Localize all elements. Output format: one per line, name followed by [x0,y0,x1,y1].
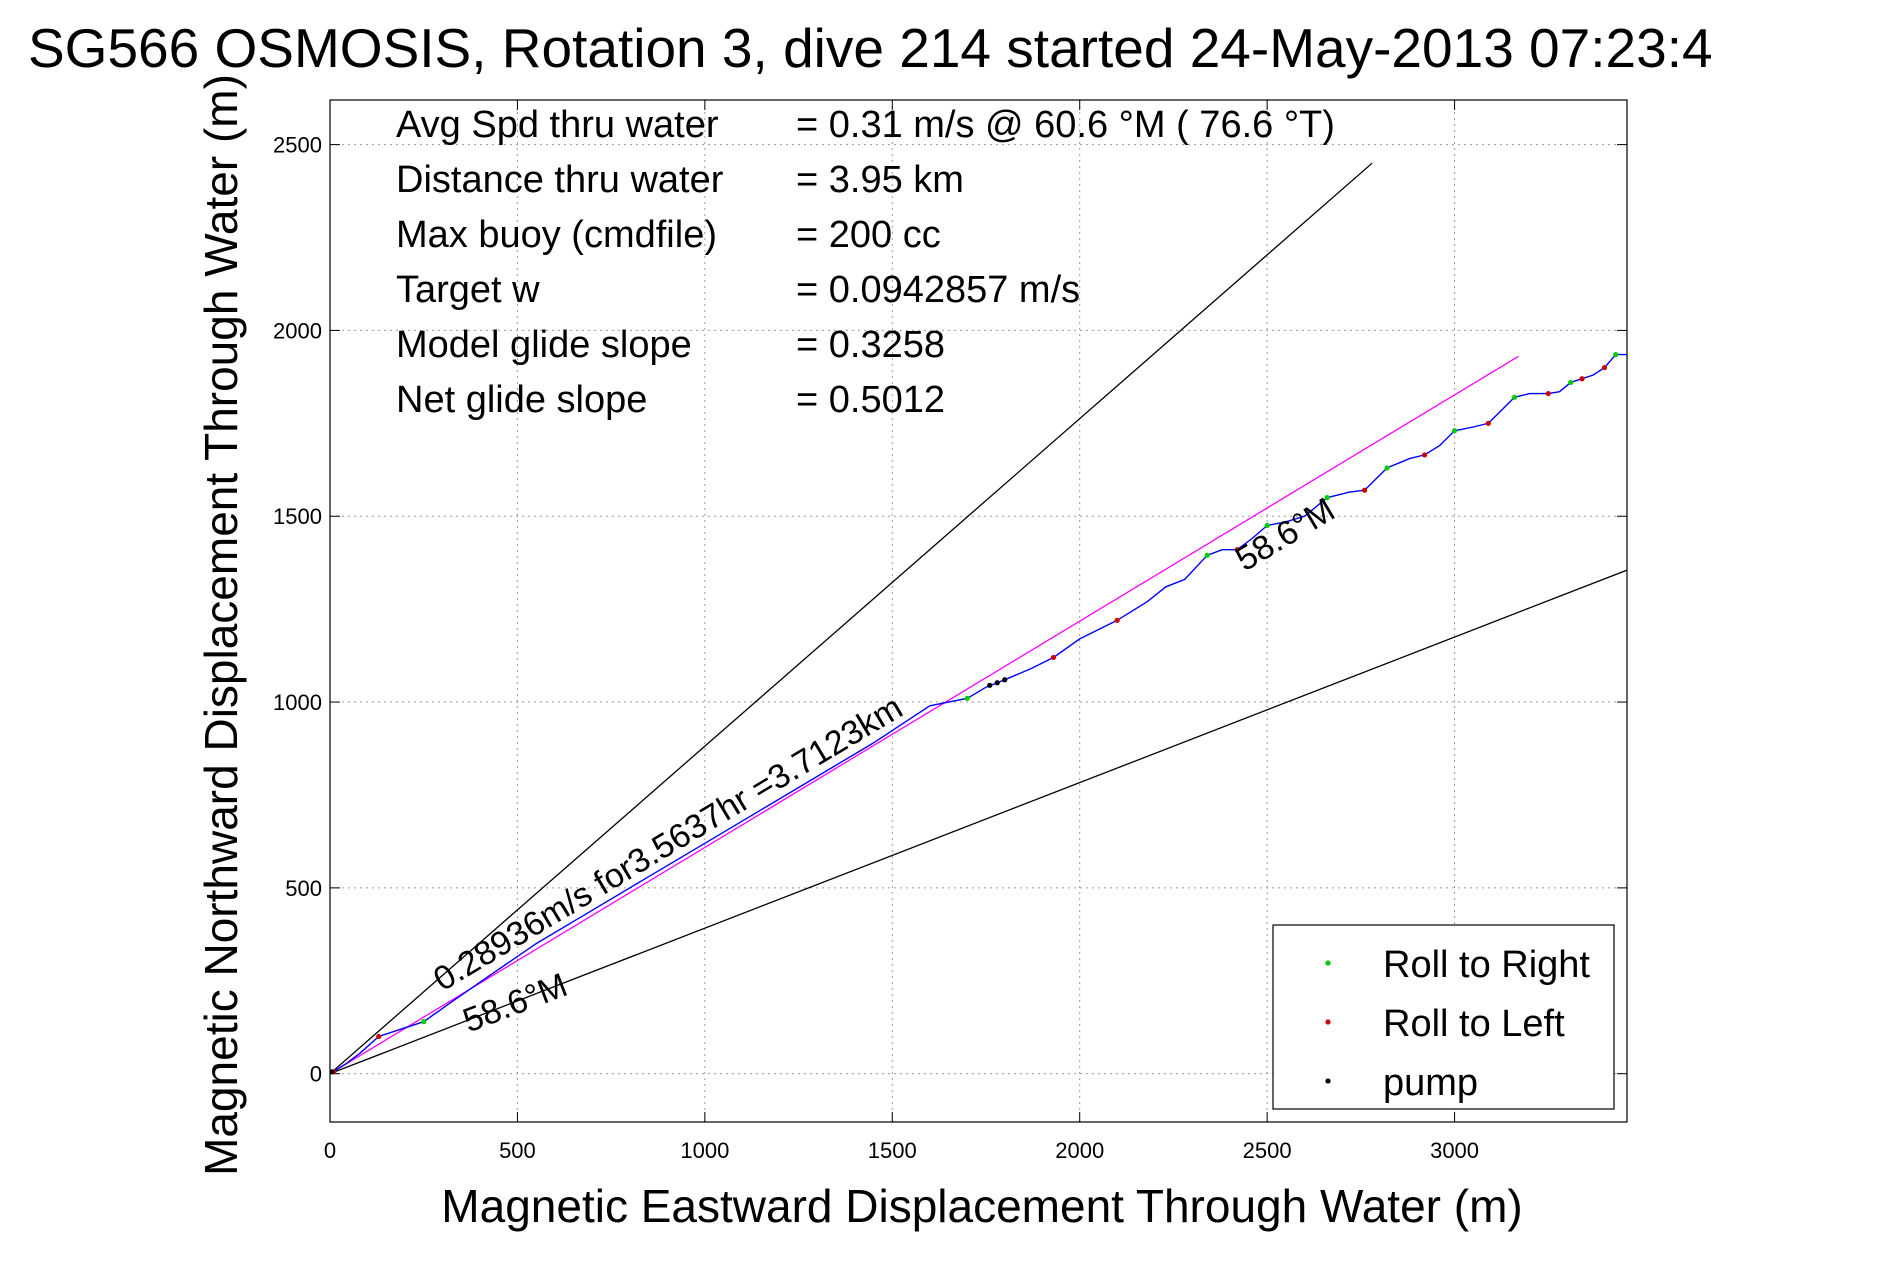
y-tick-label: 2500 [273,133,322,158]
x-tick-label: 2500 [1243,1138,1292,1163]
x-tick-label: 3000 [1430,1138,1479,1163]
info-value: = 0.5012 [796,379,945,421]
pump-point [1002,677,1008,683]
roll-to-left-point [1579,376,1585,382]
roll-to-right-point [1613,351,1619,358]
legend: Roll to Right Roll to Left pump [1272,924,1615,1110]
pump-point [330,1069,335,1075]
axes-box [329,99,1628,1123]
roll-to-left-point [1234,547,1240,553]
x-tick-label: 0 [324,1138,336,1163]
annotation-text: 0.28936m/s for3.5637hr =3.7123km [427,688,909,999]
info-label: Target w [396,269,540,311]
legend-entry: Roll to Right [1383,944,1590,986]
roll-to-right-point [1204,552,1210,558]
info-value: = 3.95 km [796,159,964,201]
info-label: Net glide slope [396,379,647,421]
info-value: = 0.31 m/s @ 60.6 °M ( 76.6 °T) [796,104,1335,146]
pump-point [994,680,1000,686]
info-label: Max buoy (cmdfile) [396,214,717,256]
x-tick-label: 1000 [680,1138,729,1163]
roll-to-right-point [1451,428,1458,434]
plot-area [330,162,1627,1075]
reference-line-3 [330,355,1519,1075]
reference-line-1 [330,162,1373,1075]
roll-to-right-point [1568,379,1574,386]
legend-box [1272,924,1615,1110]
annotation-text: 58.6°M [1229,491,1341,579]
x-tick-label: 2000 [1055,1138,1104,1163]
roll-to-right-point [1384,465,1390,471]
roll-to-left-point [1114,617,1120,623]
roll-to-left-point [1050,654,1057,661]
pump-point [987,682,993,688]
x-tick-label: 500 [499,1138,536,1163]
y-tick-label: 500 [285,876,322,901]
info-label: Avg Spd thru water [396,104,719,146]
roll-to-right-point [964,695,970,701]
roll-to-left-point [376,1033,382,1040]
roll-to-left-point [1421,452,1428,458]
y-tick-label: 0 [310,1062,322,1087]
legend-marker [1325,1019,1331,1025]
y-tick-label: 2000 [273,318,322,343]
chart-title: SG566 OSMOSIS, Rotation 3, dive 214 star… [28,17,1713,79]
reference-line-2 [330,569,1627,1075]
x-tick-label: 1500 [868,1138,917,1163]
y-tick-label: 1500 [273,504,322,529]
info-value: = 0.0942857 m/s [796,269,1080,311]
info-label: Distance thru water [396,159,724,201]
roll-to-right-point [421,1019,427,1025]
y-axis-label: Magnetic Northward Displacement Through … [195,74,247,1176]
info-value: = 0.3258 [796,324,945,366]
x-axis-label: Magnetic Eastward Displacement Through W… [441,1180,1522,1232]
info-value: = 200 cc [796,214,941,256]
roll-to-left-point [1362,487,1368,493]
info-label: Model glide slope [396,324,692,366]
legend-marker [1325,1078,1331,1084]
legend-entry: Roll to Left [1383,1003,1565,1045]
legend-entry: pump [1383,1062,1478,1104]
roll-to-left-point [1545,390,1551,397]
roll-to-right-point [1324,495,1330,501]
roll-to-right-point [1511,394,1518,400]
y-tick-label: 1000 [273,690,322,715]
roll-to-left-point [1601,364,1608,371]
roll-to-left-point [1485,420,1491,426]
legend-marker [1325,960,1331,966]
roll-to-right-point [1264,522,1270,529]
